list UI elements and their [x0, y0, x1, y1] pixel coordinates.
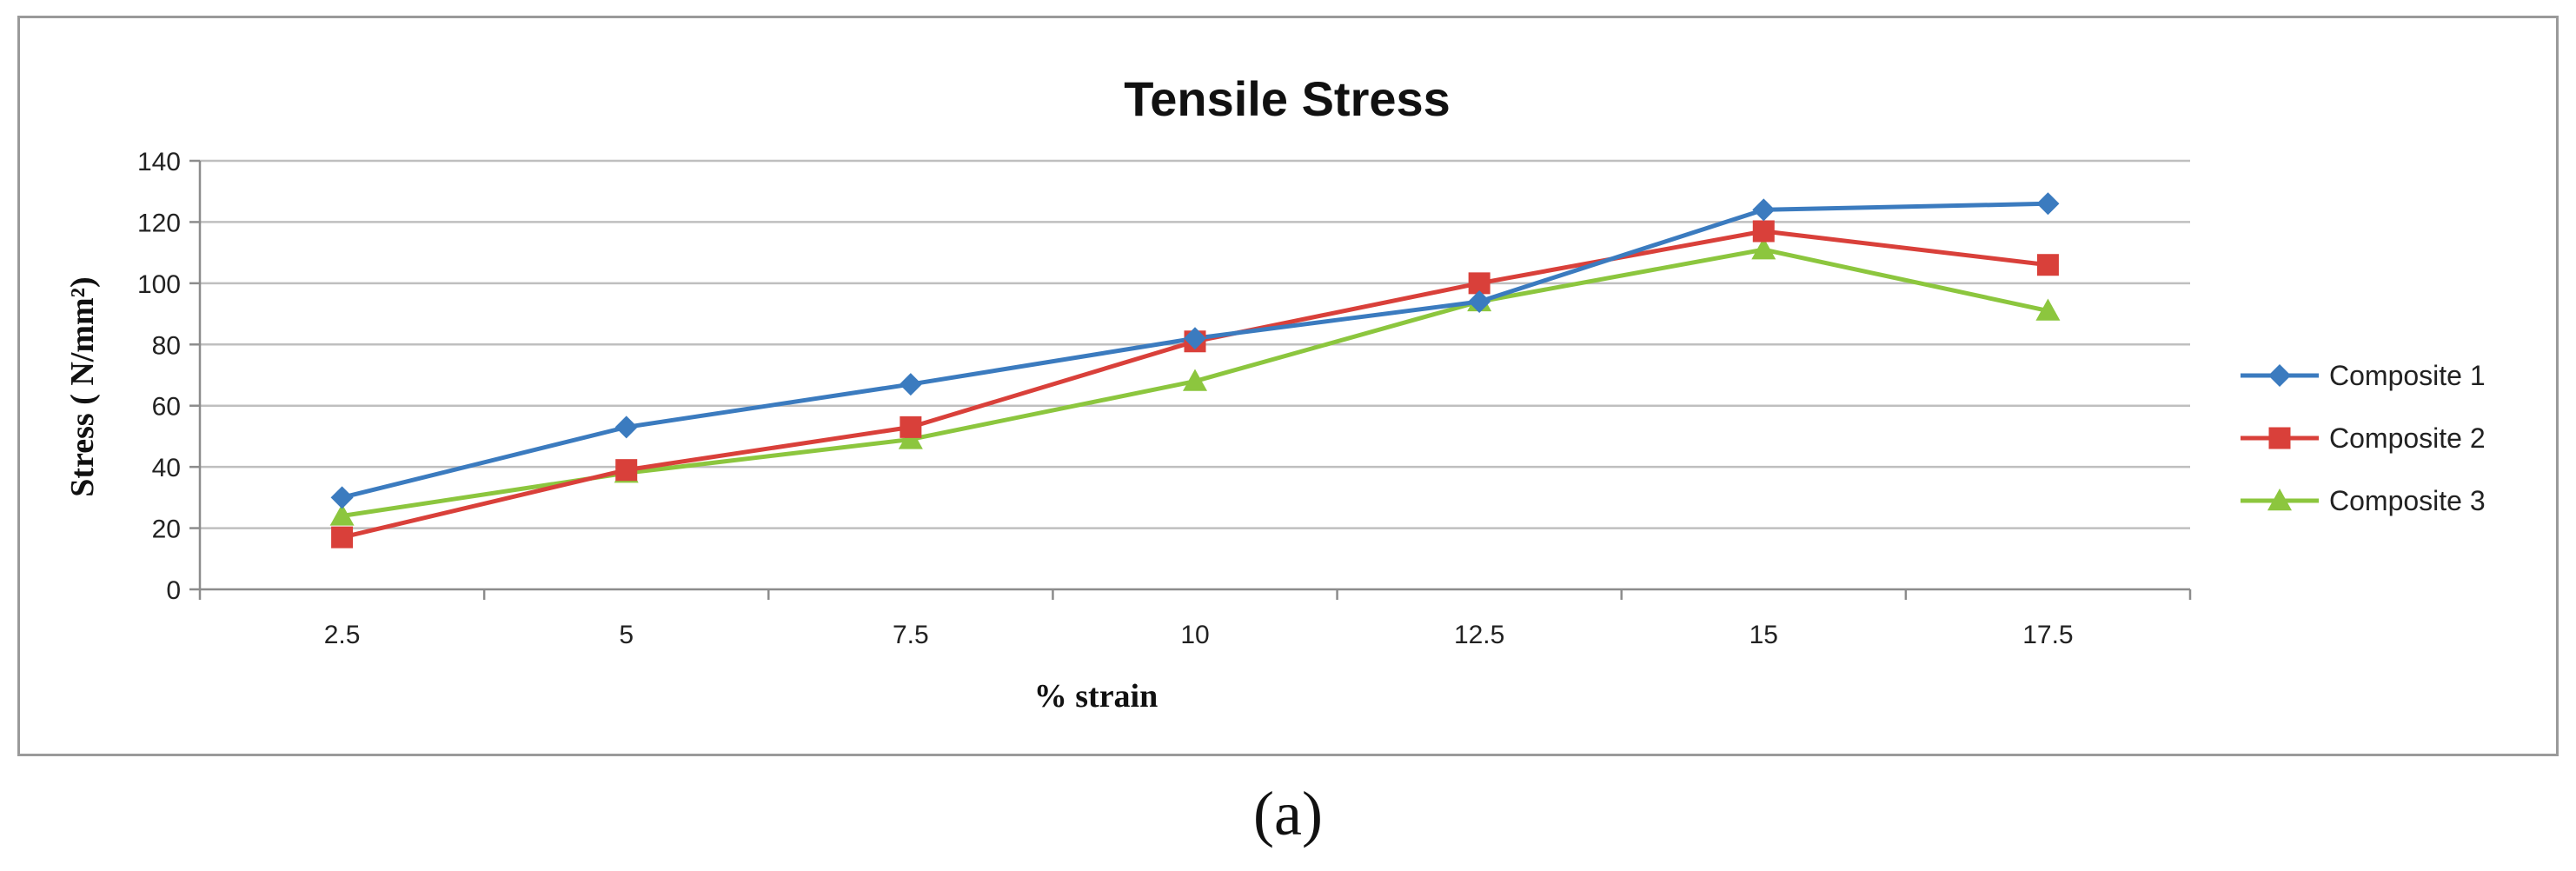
chart-title: Tensile Stress [1124, 71, 1451, 126]
line-chart: Tensile Stress 0 20 40 60 80 100 120 140 2.5 5 7.… [64, 71, 2486, 715]
figure-caption: (a) [1253, 779, 1323, 848]
y-tick-label-40: 40 [152, 454, 181, 482]
x-tick-label-15: 15 [1749, 621, 1778, 649]
data-point-composite-1-17.5 [2036, 192, 2060, 216]
grid-lines [200, 159, 2190, 529]
axes [189, 159, 2192, 600]
data-point-composite-1-7.5 [899, 373, 922, 396]
legend-label-composite-3: Composite 3 [2329, 485, 2486, 516]
data-point-composite-3-10 [1183, 369, 1207, 391]
legend-item-composite-1: Composite 1 [2241, 360, 2486, 391]
x-tick-label-2.5: 2.5 [324, 621, 361, 649]
data-point-composite-3-15 [1751, 237, 1776, 260]
y-tick-labels: 0 20 40 60 80 100 120 140 [137, 148, 181, 605]
x-tick-label-17.5: 17.5 [2022, 621, 2073, 649]
x-tick-labels: 2.5 5 7.5 10 12.5 15 17.5 [324, 621, 2074, 649]
legend: Composite 1 Composite 2 Composite 3 [2241, 360, 2486, 516]
legend-swatch-marker-composite-1 [2268, 364, 2291, 387]
data-point-composite-1-12.5 [1468, 289, 1491, 313]
chart-frame: Tensile Stress 0 20 40 60 80 100 120 140 2.5 5 7.… [17, 16, 2559, 756]
data-point-composite-3-17.5 [2035, 298, 2061, 321]
data-point-composite-3-2.5 [329, 503, 355, 526]
data-point-composite-2-17.5 [2036, 254, 2059, 276]
y-tick-label-20: 20 [152, 515, 181, 544]
legend-swatch-marker-composite-2 [2268, 427, 2291, 449]
y-tick-label-0: 0 [166, 576, 181, 605]
legend-swatch-marker-composite-3 [2267, 489, 2292, 511]
x-tick-label-5: 5 [619, 621, 634, 649]
y-tick-label-140: 140 [137, 148, 181, 176]
y-tick-label-80: 80 [152, 331, 181, 360]
y-tick-label-120: 120 [137, 209, 181, 237]
data-point-composite-1-2.5 [330, 486, 354, 509]
legend-label-composite-1: Composite 1 [2329, 360, 2486, 391]
legend-item-composite-2: Composite 2 [2241, 422, 2486, 454]
data-point-composite-2-2.5 [331, 526, 354, 549]
data-point-composite-2-7.5 [900, 416, 922, 438]
y-axis-label: Stress ( N/mm²) [64, 276, 101, 496]
data-point-composite-1-10 [1184, 327, 1206, 350]
series-markers [329, 192, 2061, 549]
y-tick-label-100: 100 [137, 270, 181, 299]
x-axis-label: % strain [1034, 678, 1159, 715]
x-tick-label-7.5: 7.5 [893, 621, 929, 649]
x-tick-label-10: 10 [1180, 621, 1209, 649]
data-point-composite-2-5 [615, 459, 638, 482]
legend-item-composite-3: Composite 3 [2241, 485, 2486, 516]
legend-label-composite-2: Composite 2 [2329, 422, 2486, 454]
data-point-composite-1-15 [1752, 198, 1776, 222]
y-tick-label-60: 60 [152, 393, 181, 422]
data-point-composite-1-5 [614, 416, 638, 439]
data-point-composite-2-15 [1752, 220, 1775, 243]
data-point-composite-3-7.5 [898, 427, 923, 449]
x-tick-label-12.5: 12.5 [1454, 621, 1504, 649]
